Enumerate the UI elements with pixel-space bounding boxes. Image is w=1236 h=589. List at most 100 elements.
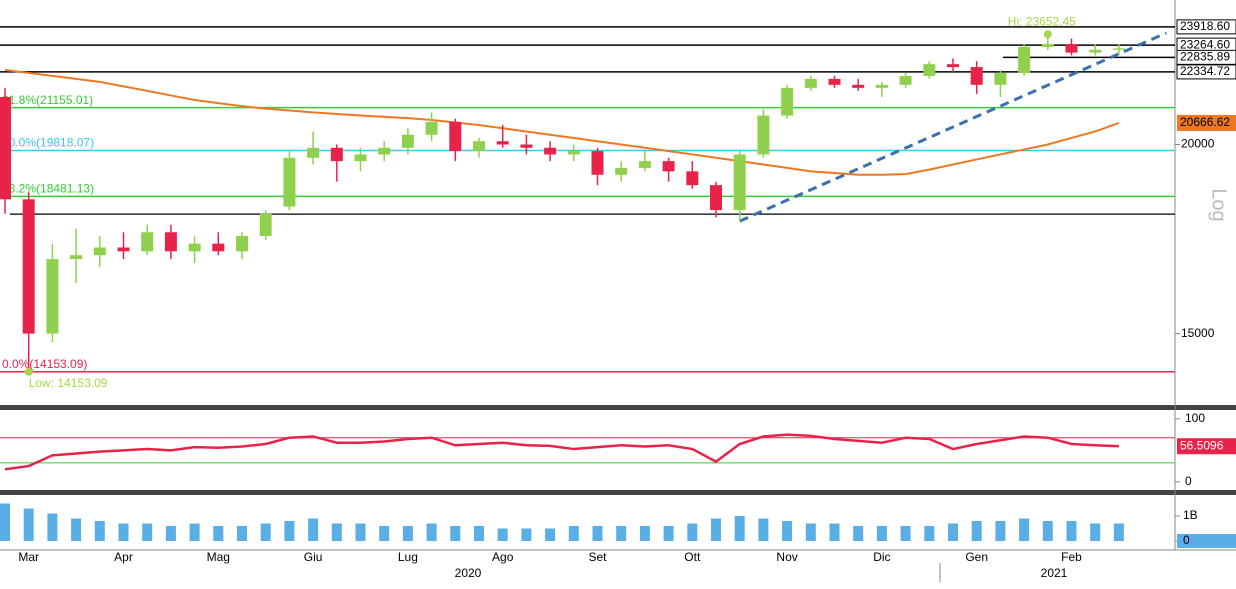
year-label: 2021 xyxy=(1041,566,1068,580)
volume-bar xyxy=(971,521,982,541)
y-tick-label: 100 xyxy=(1185,411,1205,425)
volume-bar xyxy=(900,526,911,541)
candle-body xyxy=(567,151,580,155)
x-tick-label: Lug xyxy=(398,550,418,564)
x-tick-label: Apr xyxy=(114,550,133,564)
low-marker xyxy=(24,367,33,376)
volume-bar xyxy=(165,526,176,541)
x-tick-label: Dic xyxy=(873,550,890,564)
candle-body xyxy=(1089,49,1102,53)
y-tick-label: 0 xyxy=(1183,533,1190,547)
volume-bar xyxy=(734,516,745,541)
y-tick-label: 1B xyxy=(1183,508,1198,522)
panel-separator xyxy=(0,490,1236,495)
volume-bar xyxy=(687,523,698,541)
candle-body xyxy=(638,161,651,168)
x-tick-label: Gen xyxy=(965,550,988,564)
volume-bar xyxy=(639,526,650,541)
candle-body xyxy=(425,121,438,135)
candle-body xyxy=(899,75,912,85)
candle-body xyxy=(947,64,959,68)
level-label: 22835.89 xyxy=(1180,50,1230,64)
volume-bar xyxy=(23,508,34,541)
fib-label: 38.2%(18481.13) xyxy=(2,182,94,196)
candle-body xyxy=(354,154,367,162)
candle-body xyxy=(449,121,462,152)
candle-body xyxy=(236,236,248,252)
candle-body xyxy=(164,232,177,252)
candle-body xyxy=(330,147,343,162)
volume-bar xyxy=(0,503,10,541)
fib-label: 0.0%(14153.09) xyxy=(2,357,87,371)
volume-bar xyxy=(497,528,508,541)
volume-bar xyxy=(71,518,82,541)
y-tick-label: 0 xyxy=(1185,474,1192,488)
candle-body xyxy=(662,161,675,172)
panel-separator xyxy=(0,405,1236,410)
volume-box xyxy=(1177,534,1236,548)
y-tick-label: 20000 xyxy=(1181,137,1215,151)
volume-bar xyxy=(853,526,864,541)
volume-bar xyxy=(284,521,295,541)
candle-body xyxy=(212,243,225,252)
x-tick-label: Ago xyxy=(492,550,514,564)
volume-bar xyxy=(592,526,603,541)
volume-bar xyxy=(379,526,390,541)
volume-bar xyxy=(616,526,627,541)
low-label: Low: 14153.09 xyxy=(29,376,108,390)
volume-bar xyxy=(189,523,200,541)
candle-body xyxy=(93,247,106,256)
level-box xyxy=(1176,64,1236,80)
volume-bar xyxy=(450,526,461,541)
volume-bar xyxy=(308,518,319,541)
level-label: 22334.72 xyxy=(1180,64,1230,78)
trendline xyxy=(739,31,1167,223)
candle-body xyxy=(710,185,722,211)
volume-bar xyxy=(521,528,532,541)
candle-body xyxy=(283,157,296,207)
volume-bar xyxy=(948,523,958,541)
volume-bar xyxy=(876,526,887,541)
volume-bar xyxy=(1113,523,1124,541)
level-box xyxy=(1176,19,1236,35)
candle-body xyxy=(141,232,154,252)
candle-body xyxy=(970,67,983,85)
fib-label: 61.8%(21155.01) xyxy=(2,93,93,107)
volume-bar xyxy=(47,513,58,541)
level-label: 23264.60 xyxy=(1180,37,1230,51)
volume-bar xyxy=(924,526,935,541)
x-tick-label: Mar xyxy=(18,550,39,564)
x-tick-label: Nov xyxy=(776,550,797,564)
candle-body xyxy=(46,259,59,334)
volume-bar xyxy=(568,526,579,541)
candle-body xyxy=(22,199,35,334)
hi-marker xyxy=(1043,30,1052,39)
scale-label: Log xyxy=(1208,188,1230,221)
candle-body xyxy=(1112,48,1125,50)
volume-bar xyxy=(1066,521,1077,541)
volume-bar xyxy=(805,523,816,541)
candle-body xyxy=(473,141,485,152)
candle-body xyxy=(875,84,888,88)
candle-body xyxy=(70,255,83,260)
candle-body xyxy=(804,78,817,88)
volume-bar xyxy=(711,518,721,541)
x-tick-label: Feb xyxy=(1061,550,1082,564)
candle-body xyxy=(401,134,414,148)
x-tick-label: Set xyxy=(588,550,607,564)
y-tick-label: 15000 xyxy=(1181,326,1215,340)
candle-body xyxy=(923,64,936,76)
hi-label: Hi: 23652.45 xyxy=(1008,14,1076,28)
candle-body xyxy=(188,243,201,252)
x-tick-label: Giu xyxy=(304,550,323,564)
candle-body xyxy=(496,141,509,145)
volume-bar xyxy=(355,523,366,541)
volume-bar xyxy=(402,526,413,541)
volume-bar xyxy=(331,523,342,541)
volume-bar xyxy=(118,523,129,541)
rsi-line xyxy=(4,433,1119,471)
candle-body xyxy=(733,154,746,211)
candle-body xyxy=(615,167,628,175)
